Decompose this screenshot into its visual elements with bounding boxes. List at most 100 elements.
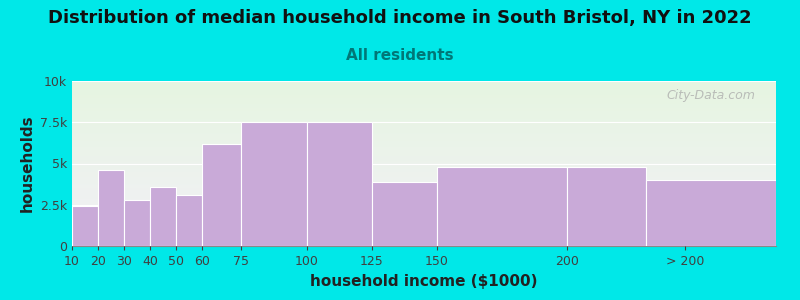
Bar — [72, 106, 776, 107]
Bar — [72, 178, 776, 180]
Bar — [72, 243, 776, 244]
Bar — [72, 139, 776, 140]
Bar — [72, 119, 776, 121]
Bar — [72, 165, 776, 167]
Bar — [72, 177, 776, 178]
Bar — [72, 183, 776, 185]
Bar — [72, 191, 776, 193]
Bar — [72, 235, 776, 236]
Bar — [72, 129, 776, 130]
Bar — [72, 210, 776, 211]
Bar — [72, 187, 776, 188]
Bar — [72, 224, 776, 226]
Bar — [72, 137, 776, 139]
Bar — [72, 238, 776, 239]
Bar — [72, 188, 776, 190]
Bar — [72, 150, 776, 152]
Bar — [72, 152, 776, 154]
Text: All residents: All residents — [346, 48, 454, 63]
Bar — [72, 109, 776, 111]
Bar — [72, 168, 776, 170]
Bar — [72, 218, 776, 220]
Bar — [72, 180, 776, 182]
Bar — [72, 99, 776, 101]
Bar — [72, 82, 776, 84]
Bar — [72, 91, 776, 92]
Bar — [72, 147, 776, 148]
Bar — [72, 228, 776, 230]
Bar — [72, 102, 776, 104]
Bar — [72, 167, 776, 168]
Bar — [72, 96, 776, 98]
Bar — [437, 167, 567, 246]
Bar — [150, 187, 176, 246]
Bar — [72, 241, 776, 243]
Bar — [72, 220, 776, 221]
Bar — [72, 200, 776, 202]
Bar — [72, 122, 776, 124]
Bar — [72, 127, 776, 129]
Bar — [72, 216, 776, 218]
Bar — [72, 208, 776, 210]
Bar — [72, 221, 776, 223]
Bar — [72, 148, 776, 150]
Bar — [72, 162, 776, 164]
Bar — [646, 180, 776, 246]
Bar — [72, 239, 776, 241]
Bar — [72, 230, 776, 231]
Bar — [72, 236, 776, 238]
Bar — [72, 190, 776, 191]
Bar — [72, 185, 776, 187]
Bar — [72, 215, 776, 216]
Bar — [72, 107, 776, 109]
Bar — [72, 112, 776, 114]
Bar — [72, 94, 776, 96]
Bar — [72, 116, 776, 117]
Bar — [202, 144, 242, 246]
Bar — [72, 140, 776, 142]
Bar — [72, 195, 776, 196]
Bar — [72, 125, 776, 127]
Bar — [72, 205, 776, 206]
Bar — [567, 167, 646, 246]
Bar — [72, 121, 776, 122]
Bar — [72, 157, 776, 158]
Bar — [72, 182, 776, 183]
Bar — [72, 130, 776, 132]
Bar — [306, 122, 372, 246]
Bar — [72, 198, 776, 200]
Bar — [72, 114, 776, 116]
Bar — [72, 104, 776, 106]
Text: City-Data.com: City-Data.com — [666, 89, 755, 102]
Bar — [72, 173, 776, 175]
Bar — [72, 154, 776, 155]
Bar — [72, 175, 776, 177]
Bar — [72, 98, 776, 99]
Bar — [72, 84, 776, 86]
Bar — [72, 86, 776, 88]
Bar — [72, 203, 776, 205]
Bar — [72, 196, 776, 198]
Bar — [72, 144, 776, 145]
Bar — [98, 170, 124, 246]
Bar — [72, 124, 776, 125]
Bar — [72, 158, 776, 160]
Bar — [72, 111, 776, 112]
Bar — [72, 155, 776, 157]
Bar — [72, 226, 776, 228]
Bar — [72, 170, 776, 172]
Bar — [72, 134, 776, 135]
Bar — [72, 233, 776, 235]
Bar — [72, 92, 776, 94]
Y-axis label: households: households — [19, 115, 34, 212]
Bar — [72, 206, 776, 208]
Bar — [72, 202, 776, 203]
Bar — [72, 164, 776, 165]
Bar — [176, 195, 202, 246]
Bar — [72, 172, 776, 173]
Bar — [72, 89, 776, 91]
Bar — [72, 117, 776, 119]
Bar — [72, 244, 776, 246]
Bar — [72, 142, 776, 144]
Bar — [372, 182, 437, 246]
